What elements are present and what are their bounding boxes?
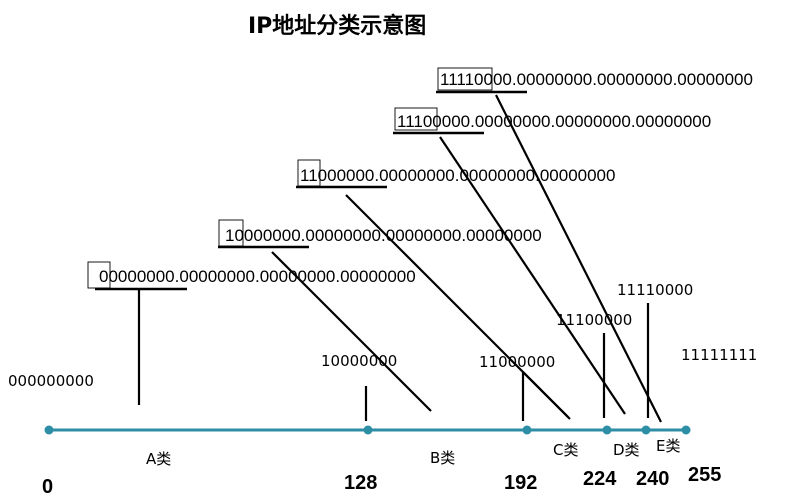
axis-point-255 (681, 425, 691, 435)
axis-point-224 (602, 425, 612, 435)
row-e-rest: 000.00000000.00000000.00000000 (484, 70, 753, 89)
row-e-prefix: 11110 (440, 70, 484, 89)
prefix-box-d (394, 107, 438, 131)
tick-0: 0 (42, 476, 53, 498)
class-b-label: B类 (430, 449, 455, 467)
row-a-text: 00000000.00000000.00000000.00000000 (99, 267, 416, 286)
class-d-label: D类 (613, 441, 640, 459)
axis-point-128 (363, 425, 373, 435)
tick-224: 224 (583, 468, 617, 490)
boundary-b-label: 10000000 (321, 352, 397, 370)
row-a-rest: 00000000.00000000.00000000.00000000 (99, 267, 416, 286)
boundary-start-label: 000000000 (8, 372, 94, 390)
row-d-text: 11100000.00000000.00000000.00000000 (397, 112, 711, 131)
row-e-text: 11110000.00000000.00000000.00000000 (440, 70, 753, 89)
class-a-label: A类 (146, 450, 171, 468)
prefix-box-e (437, 67, 493, 91)
tick-240: 240 (636, 468, 669, 490)
tick-128: 128 (344, 472, 377, 494)
class-c-label: C类 (553, 441, 578, 459)
row-c-text: 11000000.00000000.00000000.00000000 (300, 166, 615, 185)
axis-point-0 (44, 425, 54, 435)
connector-e (495, 94, 662, 423)
boundary-e-label: 11110000 (617, 281, 693, 299)
row-b-prefix: 1 (225, 226, 234, 245)
row-b-rest: 0000000.00000000.00000000.00000000 (234, 226, 541, 245)
axis-point-192 (522, 425, 532, 435)
boundary-end-label: 11111111 (681, 346, 757, 364)
class-e-label: E类 (656, 437, 680, 455)
boundary-c-label: 11000000 (479, 353, 555, 371)
connector-b (271, 251, 432, 412)
diagram-title: IP地址分类示意图 (248, 13, 426, 39)
row-d-rest: 0000.00000000.00000000.00000000 (432, 112, 711, 131)
row-d-prefix: 1110 (397, 112, 432, 131)
boundary-d-label: 11100000 (556, 311, 632, 329)
tick-255: 255 (688, 464, 721, 486)
connector-c-short (522, 371, 571, 420)
connector-d (439, 136, 626, 415)
row-b-text: 10000000.00000000.00000000.00000000 (225, 226, 542, 245)
tick-192: 192 (504, 472, 537, 494)
row-c-prefix: 11 (300, 166, 318, 185)
axis-point-240 (641, 425, 651, 435)
